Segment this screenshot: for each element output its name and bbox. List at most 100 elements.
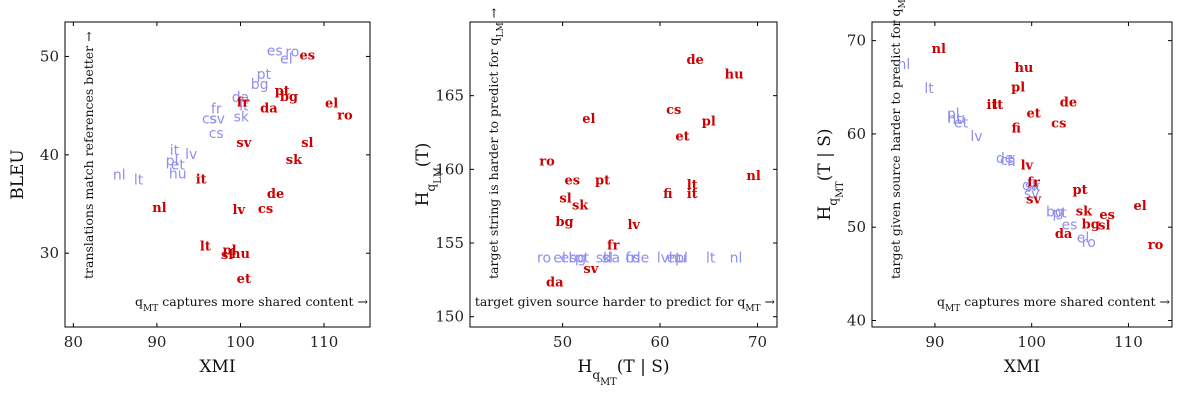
source-point-bg: bg [1046,204,1064,220]
source-point-nl: nl [113,168,126,184]
target-point-ro: ro [539,155,555,170]
source-point-el: el [553,251,566,267]
y-tick-label: 165 [435,87,464,105]
target-point-nl: nl [932,42,946,57]
target-point-sk: sk [286,153,303,168]
plot-frame [64,21,371,328]
source-point-es: es [267,44,283,60]
source-point-cs: cs [625,251,640,267]
source-point-lt: lt [134,172,144,188]
source-point-sv: sv [209,111,225,127]
target-point-lv: lv [233,203,246,218]
source-point-de: de [632,251,650,267]
y-tick-label: 70 [847,32,866,50]
target-point-da: da [260,102,278,117]
source-point-et: et [954,116,969,132]
target-point-de: de [1060,95,1077,110]
target-point-bg: bg [1082,217,1100,232]
target-point-lt: lt [687,178,698,193]
target-point-ro: ro [337,108,353,123]
x-tick-label: 70 [748,333,767,351]
y-axis-title: HqMT(T | S) [815,128,846,220]
source-point-et: et [667,251,682,267]
source-point-nl: nl [730,251,743,267]
y-tick-label: 155 [435,234,464,252]
y-annotation: target given source harder to predict fo… [888,0,908,279]
source-point-sk: sk [1025,179,1041,195]
source-point-ro: ro [1082,235,1096,251]
source-point-de: de [996,151,1014,167]
target-point-nl: nl [152,201,166,216]
target-point-cs: cs [666,103,681,118]
x-annotation: qMT captures more shared content → [135,294,369,314]
target-point-cs: cs [258,202,273,217]
target-point-sv: sv [1026,192,1041,207]
x-tick-label: 110 [310,333,339,351]
plot-frame [469,21,778,328]
target-point-pl: pl [702,115,716,130]
target-point-sv: sv [236,136,251,151]
source-point-bg: bg [568,251,586,267]
source-point-cs: cs [209,126,224,142]
target-point-fi: fi [1011,121,1021,136]
target-point-fr: fr [237,96,250,111]
y-annotation: target string is harder to predict for q… [486,7,506,279]
target-point-ro: ro [1148,238,1164,253]
x-axis-title: XMI [1004,357,1040,377]
x-tick-label: 100 [226,333,255,351]
source-point-es: es [560,251,576,267]
source-point-cs: cs [1000,153,1015,169]
target-point-pt: pt [1073,183,1088,198]
x-tick-label: 50 [553,333,572,351]
target-point-et: et [237,272,251,287]
x-annotation: qMT captures more shared content → [937,294,1171,314]
y-tick-label: 150 [435,308,464,326]
y-tick-label: 40 [40,146,59,164]
target-point-el: el [582,112,595,127]
source-point-lv: lv [185,147,197,163]
source-point-hu: hu [169,167,187,183]
panel-hmt-vs-xmi: 90 100 110 40 50 60 70 XMI HqMT(T | S) qMT captur… [815,0,1173,377]
y-tick-label: 60 [847,125,866,143]
target-point-el: el [1133,199,1146,214]
x-tick-label: 60 [651,333,670,351]
target-point-hu: hu [1014,61,1033,76]
source-point-lt: lt [706,251,716,267]
target-point-lv: lv [627,218,640,233]
x-axis-title: HqMT(T | S) [577,357,669,388]
source-point-pl: pl [675,251,688,267]
source-point-fr: fr [625,251,636,267]
target-point-pl: pl [223,243,237,258]
y-tick-label: 160 [435,160,464,178]
target-point-da: da [546,275,564,290]
source-point-hu: hu [947,111,965,127]
target-point-pl: pl [1011,80,1025,95]
plot-frame [871,21,1173,328]
source-point-cs: cs [202,111,217,127]
target-point-de: de [686,53,703,68]
source-point-bg: bg [251,77,269,93]
y-tick-label: 30 [40,244,59,262]
target-point-it: it [196,172,207,187]
source-point-it: it [952,112,962,128]
target-point-es: es [565,174,581,189]
panel-bleu-vs-xmi: 80 90 100 110 30 40 50 XMI BLEU qMT captures more… [8,21,371,377]
target-point-pt: pt [275,84,290,99]
source-point-da: da [232,90,249,106]
target-point-hu: hu [725,68,744,83]
source-point-pl: pl [947,106,960,122]
source-point-pt: pt [1053,205,1068,221]
source-point-fi: fi [1007,154,1016,170]
source-point-pl: pl [166,154,179,170]
target-point-fr: fr [607,238,620,253]
target-point-sv: sv [583,262,598,277]
source-point-nl: nl [898,57,911,73]
source-point-el: el [1077,230,1090,246]
target-point-sl: sl [1098,218,1110,233]
target-point-it: it [987,98,998,113]
source-point-sv: sv [1024,187,1040,203]
source-point-lv: lv [970,129,982,145]
x-tick-label: 100 [1017,333,1046,351]
source-point-sl: sl [602,251,613,267]
target-point-et: et [1026,106,1040,121]
